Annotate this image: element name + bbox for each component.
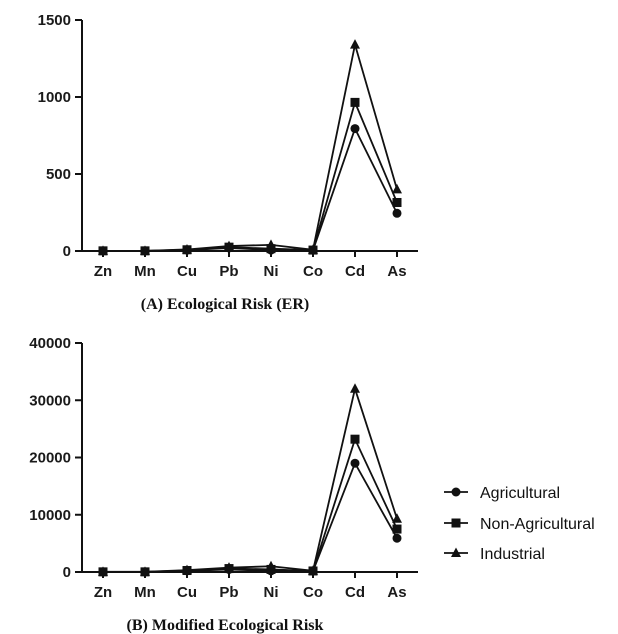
x-tick-label-cu: Cu [177, 263, 197, 280]
x-tick-label-cu: Cu [177, 584, 197, 601]
chart-ecological-risk: 0 500 1000 1500 Zn Mn Cu Pb Ni Co Cd As [38, 12, 418, 280]
y-tick-label: 500 [46, 166, 71, 183]
point-industrial-cu [182, 243, 192, 254]
x-tick-label-pb: Pb [219, 263, 238, 280]
y-tick-label: 0 [63, 243, 71, 260]
y-tick-label: 30000 [29, 392, 71, 409]
legend-item-industrial: Industrial [444, 546, 545, 563]
legend-item-agricultural: Agricultural [444, 485, 560, 502]
point-industrial-mn [140, 245, 150, 255]
x-tick-label-cd: Cd [345, 263, 365, 280]
y-tick-label: 0 [63, 564, 71, 581]
x-tick-label-co: Co [303, 584, 323, 601]
y-tick-label: 10000 [29, 507, 71, 524]
x-tick-label-as: As [387, 263, 406, 280]
point-non-agricultural-as [392, 524, 402, 534]
point-industrial-zn [98, 566, 108, 576]
point-agricultural-cd [350, 124, 360, 134]
point-industrial-cd [350, 39, 360, 49]
point-industrial-ni [266, 560, 276, 571]
point-industrial-as [392, 183, 402, 194]
point-agricultural-as [392, 208, 402, 218]
point-non-agricultural-cd [350, 434, 360, 444]
y-tick-label: 1000 [38, 89, 71, 106]
point-industrial-cu [182, 564, 192, 575]
point-industrial-co [308, 565, 318, 575]
series-line-industrial [103, 44, 398, 252]
series-line-industrial [103, 385, 398, 573]
series-industrial [98, 383, 402, 576]
y-tick-label: 1500 [38, 12, 71, 29]
point-industrial-zn [98, 245, 108, 255]
point-industrial-as [392, 513, 402, 523]
series-line-agricultural [103, 461, 398, 573]
x-tick-label-pb: Pb [219, 584, 238, 601]
point-agricultural-as [392, 533, 402, 543]
point-industrial-pb [224, 240, 234, 251]
series-industrial [98, 39, 402, 255]
series-non-agricultural [98, 97, 402, 256]
x-tick-label-ni: Ni [264, 263, 279, 280]
x-tick-label-cd: Cd [345, 584, 365, 601]
x-tick-label-mn: Mn [134, 584, 156, 601]
chart-b-caption: (B) Modified Ecological Risk [127, 617, 324, 634]
series-agricultural [98, 124, 402, 256]
point-agricultural-cd [350, 458, 360, 468]
legend-square-marker [451, 518, 461, 528]
legend-label-non-agricultural: Non-Agricultural [480, 516, 595, 533]
series-line-agricultural [103, 126, 398, 252]
x-tick-label-mn: Mn [134, 263, 156, 280]
chart-a-caption: (A) Ecological Risk (ER) [141, 296, 309, 313]
point-non-agricultural-cd [350, 97, 360, 107]
point-industrial-ni [266, 239, 276, 249]
y-tick-label: 40000 [29, 335, 71, 352]
x-tick-label-ni: Ni [264, 584, 279, 601]
x-tick-label-zn: Zn [94, 263, 112, 280]
x-tick-label-co: Co [303, 263, 323, 280]
x-tick-label-zn: Zn [94, 584, 112, 601]
chart-modified-ecological-risk: 0 10000 20000 30000 40000 Zn Mn Cu Pb Ni Co Cd As [29, 335, 418, 601]
point-industrial-cd [350, 383, 360, 393]
legend-circle-marker [451, 487, 461, 497]
series-agricultural [98, 458, 402, 577]
point-industrial-mn [140, 566, 150, 576]
x-tick-label-as: As [387, 584, 406, 601]
legend-item-non-agricultural: Non-Agricultural [444, 516, 595, 533]
point-industrial-pb [224, 562, 234, 572]
legend-label-agricultural: Agricultural [480, 485, 560, 502]
y-tick-label: 20000 [29, 450, 71, 467]
point-industrial-co [308, 244, 318, 254]
legend-triangle-marker [451, 547, 461, 557]
legend: Agricultural Non-Agricultural Industrial [444, 485, 595, 563]
series-non-agricultural [98, 434, 402, 577]
legend-label-industrial: Industrial [480, 546, 545, 563]
series-line-non-agricultural [103, 436, 398, 573]
point-non-agricultural-as [392, 197, 402, 207]
